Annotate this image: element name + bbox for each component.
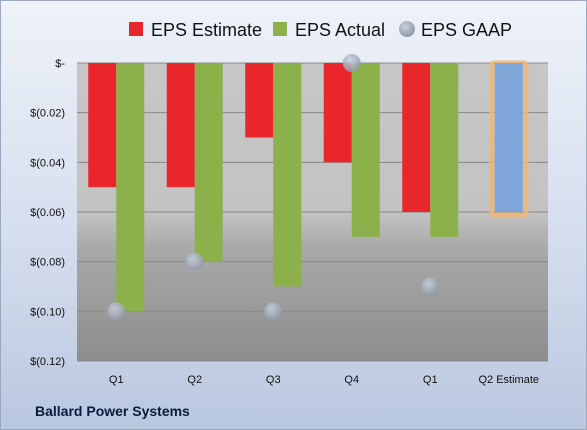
- eps-estimate-bar: [323, 63, 352, 163]
- y-tick-label: $-: [55, 58, 65, 70]
- x-axis-ticks: Q1 Q2 Q3 Q4 Q1 Q2 Estimate: [109, 374, 539, 386]
- eps-estimate-bar: [166, 63, 195, 188]
- legend-swatch: [129, 22, 143, 36]
- company-name: Ballard Power Systems: [35, 403, 190, 419]
- legend-label: EPS Actual: [295, 20, 385, 40]
- x-tick-label: Q1: [109, 374, 124, 386]
- x-tick-label: Q2 Estimate: [478, 374, 539, 386]
- legend-label: EPS Estimate: [151, 20, 262, 40]
- y-tick-label: $(0.04): [30, 157, 65, 169]
- eps-actual-bar: [194, 63, 223, 262]
- x-tick-label: Q4: [344, 374, 359, 386]
- eps-actual-bar: [273, 63, 302, 287]
- legend-swatch-eps-gaap: [399, 21, 415, 37]
- x-tick-label: Q2: [187, 374, 202, 386]
- eps-gaap-marker: [264, 302, 283, 321]
- estimate-bar: [494, 63, 523, 212]
- eps-actual-bar: [430, 63, 459, 237]
- eps-gaap-marker: [342, 54, 361, 72]
- x-tick-label: Q1: [423, 374, 438, 386]
- eps-actual-bar: [116, 63, 145, 312]
- eps-gaap-marker: [107, 302, 126, 321]
- eps-estimate-bar: [402, 63, 431, 212]
- eps-estimate-bar: [88, 63, 117, 188]
- legend: EPS Estimate EPS Actual EPS GAAP: [129, 20, 512, 40]
- y-axis-ticks: $- $(0.02) $(0.04) $(0.06) $(0.08) $(0.10) $(0…: [30, 58, 65, 368]
- gaap-markers: [107, 54, 440, 321]
- y-tick-label: $(0.06): [30, 207, 65, 219]
- y-tick-label: $(0.10): [30, 306, 65, 318]
- bars: [88, 60, 529, 312]
- x-tick-label: Q3: [266, 374, 281, 386]
- eps-actual-bar: [351, 63, 380, 237]
- y-tick-label: $(0.02): [30, 108, 65, 120]
- legend-swatch: [273, 22, 287, 36]
- legend-label: EPS GAAP: [421, 20, 512, 40]
- y-tick-label: $(0.08): [30, 257, 65, 269]
- gridlines: [77, 62, 548, 362]
- y-tick-label: $(0.12): [30, 356, 65, 368]
- eps-estimate-bar: [245, 63, 274, 138]
- eps-gaap-marker: [421, 277, 440, 296]
- eps-gaap-marker: [185, 252, 204, 271]
